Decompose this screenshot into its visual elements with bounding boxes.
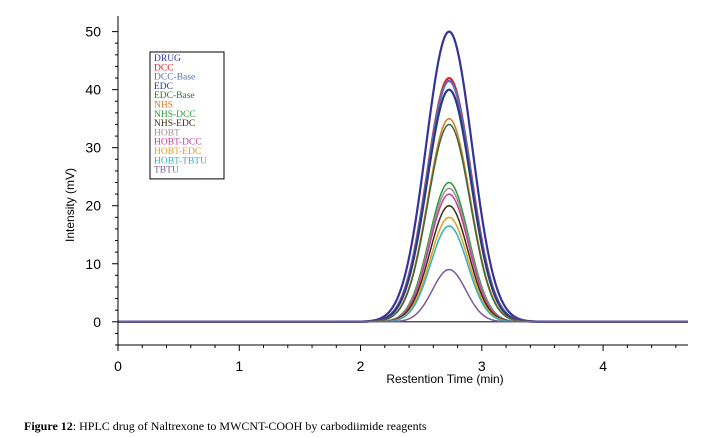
- legend: DRUGDCCDCC-BaseEDCEDC-BaseNHSNHS-DCCNHS-…: [149, 51, 225, 180]
- y-tick-label: 50: [85, 24, 101, 40]
- series-line-hobt-tbtu: [118, 225, 688, 323]
- x-tick-label: 2: [357, 358, 365, 374]
- x-tick-label: 3: [478, 358, 486, 374]
- legend-item: HOBT-DCC: [154, 138, 202, 148]
- figure-caption-text: : HPLC drug of Naltrexone to MWCNT-COOH …: [72, 419, 427, 433]
- figure-caption: Figure 12: HPLC drug of Naltrexone to MW…: [24, 419, 427, 434]
- legend-item: HOBT-TBTU: [154, 156, 207, 166]
- series-line-tbtu: [118, 268, 688, 323]
- legend-item: NHS-EDC: [154, 119, 195, 129]
- x-axis-title: Restention Time (min): [386, 372, 503, 386]
- legend-item: HOBT-EDC: [154, 147, 201, 157]
- legend-item: NHS: [154, 101, 173, 111]
- legend-box: [149, 51, 225, 180]
- y-tick-label: 0: [93, 314, 101, 330]
- legend-item: DRUG: [154, 54, 181, 64]
- y-tick-label: 30: [85, 140, 101, 156]
- legend-item: HOBT: [154, 128, 180, 138]
- y-tick-label: 20: [85, 198, 101, 214]
- axes: 0 10 20 30 40 50 0 1 2 3 4: [85, 16, 688, 374]
- y-tick-label: 10: [85, 256, 101, 272]
- x-tick-label: 1: [235, 358, 243, 374]
- x-tick-label: 0: [114, 358, 122, 374]
- legend-item: EDC: [154, 82, 173, 92]
- legend-item: NHS-DCC: [154, 110, 196, 120]
- y-axis-title: Intensity (mV): [63, 168, 77, 242]
- y-tick-label: 40: [85, 82, 101, 98]
- legend-item: DCC: [154, 63, 174, 73]
- series-layer: [118, 30, 688, 323]
- legend-item: TBTU: [154, 166, 179, 176]
- legend-item: DCC-Base: [154, 73, 195, 83]
- series-line-hobt-edc: [118, 216, 688, 323]
- figure-caption-label: Figure 12: [24, 419, 73, 433]
- legend-item: EDC-Base: [154, 91, 195, 101]
- x-tick-label: 4: [599, 358, 607, 374]
